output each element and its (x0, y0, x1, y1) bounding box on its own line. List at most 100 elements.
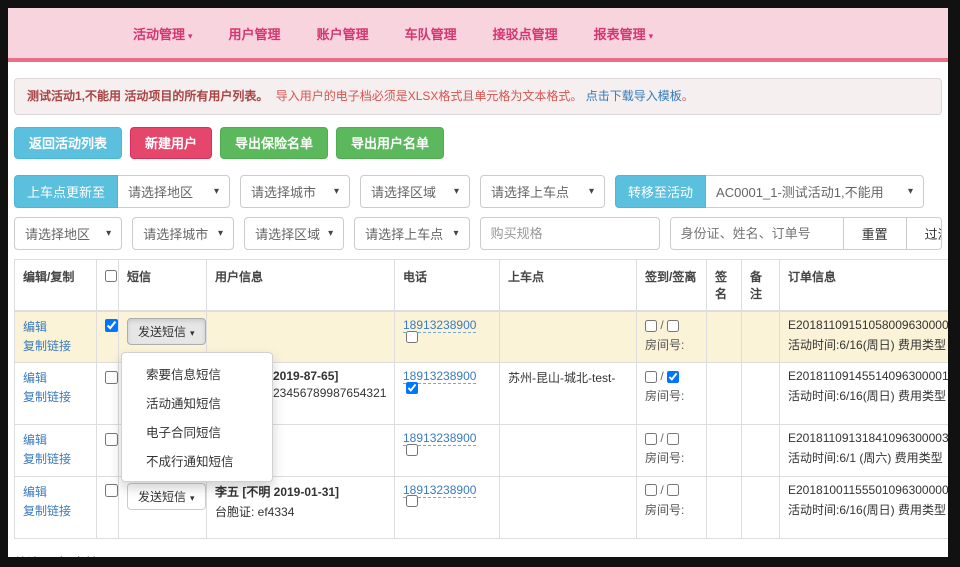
sms-cell: 发送短信 ▾ 索要信息短信 活动通知短信 电子合同短信 不成行通知短信 (118, 310, 273, 482)
phone-link[interactable]: 18913238900 (403, 317, 477, 333)
page: 活动管理 ▾ 用户管理 账户管理 车队管理 接驳点管理 报表管理 ▾ 测试活动1,不… (8, 8, 948, 557)
row-checkbox[interactable] (105, 432, 118, 446)
edit-link[interactable]: 编辑 (23, 371, 48, 386)
signin-checkbox[interactable] (645, 319, 657, 332)
sign-cell: / 房间号: (636, 424, 707, 477)
activity-select[interactable]: AC0001_1-测试活动1,不能用 ▾ (706, 174, 925, 208)
signin-checkbox[interactable] (645, 371, 657, 383)
pickup-select-top[interactable]: 请选择上车点 ▾ (480, 174, 606, 208)
district-select-top[interactable]: 请选择区域 ▾ (360, 174, 471, 208)
transfer-to-activity-button[interactable]: 转移至活动 (615, 174, 707, 208)
header-pickup-point: 上车点 (499, 258, 637, 312)
user-line2: 23456789987654321 (273, 386, 387, 401)
phone-checkbox[interactable] (406, 444, 418, 456)
phone-cell: 18913238900 (394, 310, 500, 364)
user-table: 编辑/复制 短信 用户信息 电话 上车点 签到/签离 签名 备注 订单信息 编辑… (14, 258, 948, 539)
menu-item-request-info-sms[interactable]: 索要信息短信 (146, 367, 222, 382)
room-label: 房间号: (645, 502, 685, 517)
chevron-down-icon: ▾ (648, 30, 654, 41)
phone-link[interactable]: 18913238900 (403, 431, 477, 447)
edit-link[interactable]: 编辑 (23, 484, 48, 499)
back-to-activity-list-button[interactable]: 返回活动列表 (14, 126, 123, 159)
phone-link[interactable]: 18913238900 (403, 369, 477, 385)
order-detail: 活动时间:6/16(周日) 费用类型 (788, 389, 947, 404)
select-value: 请选择地区 (25, 226, 91, 242)
header-sms: 短信 (118, 258, 207, 312)
chevron-down-icon: ▾ (213, 185, 220, 197)
send-sms-button[interactable]: 发送短信▾ (127, 317, 206, 345)
edit-link[interactable]: 编辑 (23, 433, 48, 448)
order-detail: 活动时间:6/16(周日) 费用类型 (788, 337, 947, 352)
export-user-list-button[interactable]: 导出用户名单 (336, 126, 445, 159)
nav-label: 活动管理 (133, 26, 186, 42)
sign-cell: / 房间号: (636, 362, 707, 426)
alert-warning: 导入用户的电子档必须是XLSX格式且单元格为文本格式。 (275, 89, 583, 103)
toolbar: 返回活动列表 新建用户 导出保险名单 导出用户名单 (14, 126, 942, 159)
pickup-cell (499, 424, 637, 477)
sign-cell: / 房间号: (636, 475, 707, 539)
search-group: 重置 过滤 (669, 216, 943, 250)
sign-cell: / 房间号: (636, 310, 707, 364)
menu-item-activity-notice-sms[interactable]: 活动通知短信 (146, 396, 222, 411)
order-detail: 活动时间:6/16(周日) 费用类型 (788, 502, 947, 517)
reset-button[interactable]: 重置 (842, 217, 906, 249)
pickup-cell (499, 475, 637, 539)
nav-item-report-mgmt[interactable]: 报表管理 ▾ (594, 24, 654, 43)
filter-button[interactable]: 过滤 (905, 217, 942, 249)
table-header-row: 编辑/复制 短信 用户信息 电话 上车点 签到/签离 签名 备注 订单信息 (14, 258, 948, 312)
signout-checkbox[interactable] (667, 371, 680, 383)
copy-link[interactable]: 复制链接 (23, 338, 72, 353)
update-pickup-group: 上车点更新至 请选择地区 ▾ (14, 174, 231, 208)
download-template-link[interactable]: 点击下载导入模板 (585, 89, 682, 103)
phone-link[interactable]: 18913238900 (403, 482, 477, 498)
nav-item-account-mgmt[interactable]: 账户管理 (317, 24, 369, 43)
signout-checkbox[interactable] (667, 433, 680, 445)
row-checkbox[interactable] (105, 370, 118, 384)
district-select[interactable]: 请选择区域 ▾ (244, 216, 345, 250)
phone-checkbox[interactable] (406, 330, 418, 343)
user-line1: 李五 [不明 2019-01-31] (215, 484, 340, 499)
edit-link[interactable]: 编辑 (23, 319, 48, 334)
chevron-down-icon: ▾ (106, 227, 112, 239)
nav-item-fleet-mgmt[interactable]: 车队管理 (405, 24, 457, 43)
order-cell: E201811091455140963000019 活动时间:6/16(周日) … (779, 362, 948, 426)
purchase-spec-input[interactable] (479, 216, 660, 250)
export-insurance-list-button[interactable]: 导出保险名单 (220, 126, 329, 159)
copy-link[interactable]: 复制链接 (23, 390, 72, 405)
phone-checkbox[interactable] (406, 382, 418, 394)
send-sms-button[interactable]: 发送短信▾ (127, 482, 206, 510)
update-pickup-button[interactable]: 上车点更新至 (14, 174, 119, 208)
select-all-checkbox[interactable] (105, 269, 117, 282)
new-user-button[interactable]: 新建用户 (130, 126, 213, 159)
select-value: 请选择区域 (371, 184, 437, 200)
signout-checkbox[interactable] (667, 484, 680, 497)
pickup-select[interactable]: 请选择上车点 ▾ (354, 216, 470, 250)
search-input[interactable] (670, 217, 843, 249)
region-select-top[interactable]: 请选择地区 ▾ (118, 174, 231, 208)
region-select[interactable]: 请选择地区 ▾ (14, 216, 123, 250)
nav-item-user-mgmt[interactable]: 用户管理 (229, 24, 281, 43)
edit-copy-cell: 编辑 复制链接 (14, 475, 97, 539)
chevron-down-icon: ▾ (188, 30, 193, 41)
row-checkbox[interactable] (105, 483, 118, 497)
nav-item-activity-mgmt[interactable]: 活动管理 ▾ (133, 24, 193, 43)
nav-item-shuttle-point-mgmt[interactable]: 接驳点管理 (493, 24, 558, 43)
order-number: E201810011555010963000003 (788, 482, 948, 497)
top-navbar: 活动管理 ▾ 用户管理 账户管理 车队管理 接驳点管理 报表管理 ▾ (8, 8, 948, 62)
alert-title: 测试活动1,不能用 活动项目的所有用户列表。 (27, 89, 269, 103)
order-number: E201811091318410963000031 (788, 431, 948, 446)
signin-checkbox[interactable] (645, 484, 657, 497)
menu-item-econtract-sms[interactable]: 电子合同短信 (146, 425, 222, 440)
signin-checkbox[interactable] (645, 433, 657, 445)
copy-link[interactable]: 复制链接 (23, 503, 72, 518)
city-select-top[interactable]: 请选择城市 ▾ (240, 174, 351, 208)
city-select[interactable]: 请选择城市 ▾ (132, 216, 235, 250)
signout-checkbox[interactable] (667, 319, 680, 332)
chevron-down-icon: ▾ (908, 185, 914, 197)
menu-item-cancel-notice-sms[interactable]: 不成行通知短信 (146, 454, 234, 469)
chevron-down-icon: ▾ (218, 227, 224, 239)
phone-checkbox[interactable] (406, 495, 418, 508)
row-checkbox[interactable] (105, 319, 118, 333)
copy-link[interactable]: 复制链接 (23, 452, 72, 467)
alert-banner: 测试活动1,不能用 活动项目的所有用户列表。 导入用户的电子档必须是XLSX格式… (14, 78, 942, 115)
